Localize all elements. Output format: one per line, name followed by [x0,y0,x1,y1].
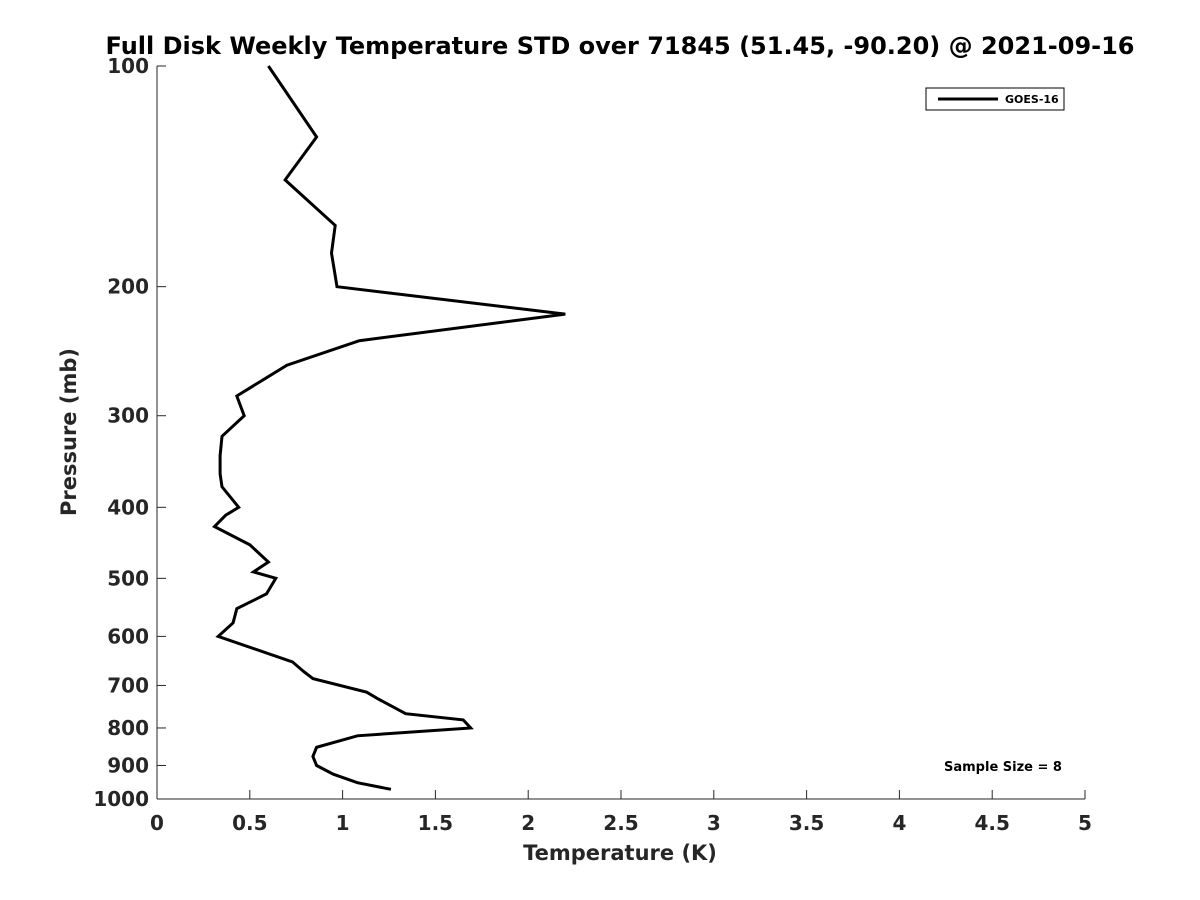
series-line-goes-16 [212,65,566,791]
chart-title: Full Disk Weekly Temperature STD over 71… [106,32,1135,60]
x-tick-label: 5 [1078,811,1092,835]
x-axis-label: Temperature (K) [523,841,717,865]
y-tick-label: 900 [107,753,149,777]
y-axis-label: Pressure (mb) [57,348,81,516]
y-tick-label: 400 [107,495,149,519]
legend-label-goes-16: GOES-16 [1005,93,1059,106]
x-axis-ticks: 0 0.5 1 1.5 2 2.5 3 3.5 4 4.5 5 [150,790,1092,835]
x-tick-label: 4.5 [974,811,1009,835]
y-tick-label: 1000 [93,787,149,811]
series-group [212,65,566,791]
y-tick-label: 500 [107,566,149,590]
y-tick-label: 700 [107,673,149,697]
sample-size-annotation: Sample Size = 8 [944,760,1062,775]
x-tick-label: 0 [150,811,164,835]
y-tick-label: 800 [107,716,149,740]
legend: GOES-16 [925,87,1065,111]
x-tick-label: 3 [707,811,721,835]
x-tick-label: 4 [892,811,906,835]
x-tick-label: 1 [336,811,350,835]
x-tick-label: 2.5 [603,811,638,835]
y-axis-ticks: 100 200 300 400 500 600 700 800 900 1000 [93,54,166,811]
y-tick-label: 300 [107,404,149,428]
x-tick-label: 0.5 [232,811,267,835]
axes [156,66,1085,800]
y-tick-label: 100 [107,54,149,78]
x-tick-label: 3.5 [789,811,824,835]
x-tick-label: 1.5 [418,811,453,835]
y-tick-label: 200 [107,275,149,299]
x-tick-label: 2 [521,811,535,835]
y-tick-label: 600 [107,624,149,648]
